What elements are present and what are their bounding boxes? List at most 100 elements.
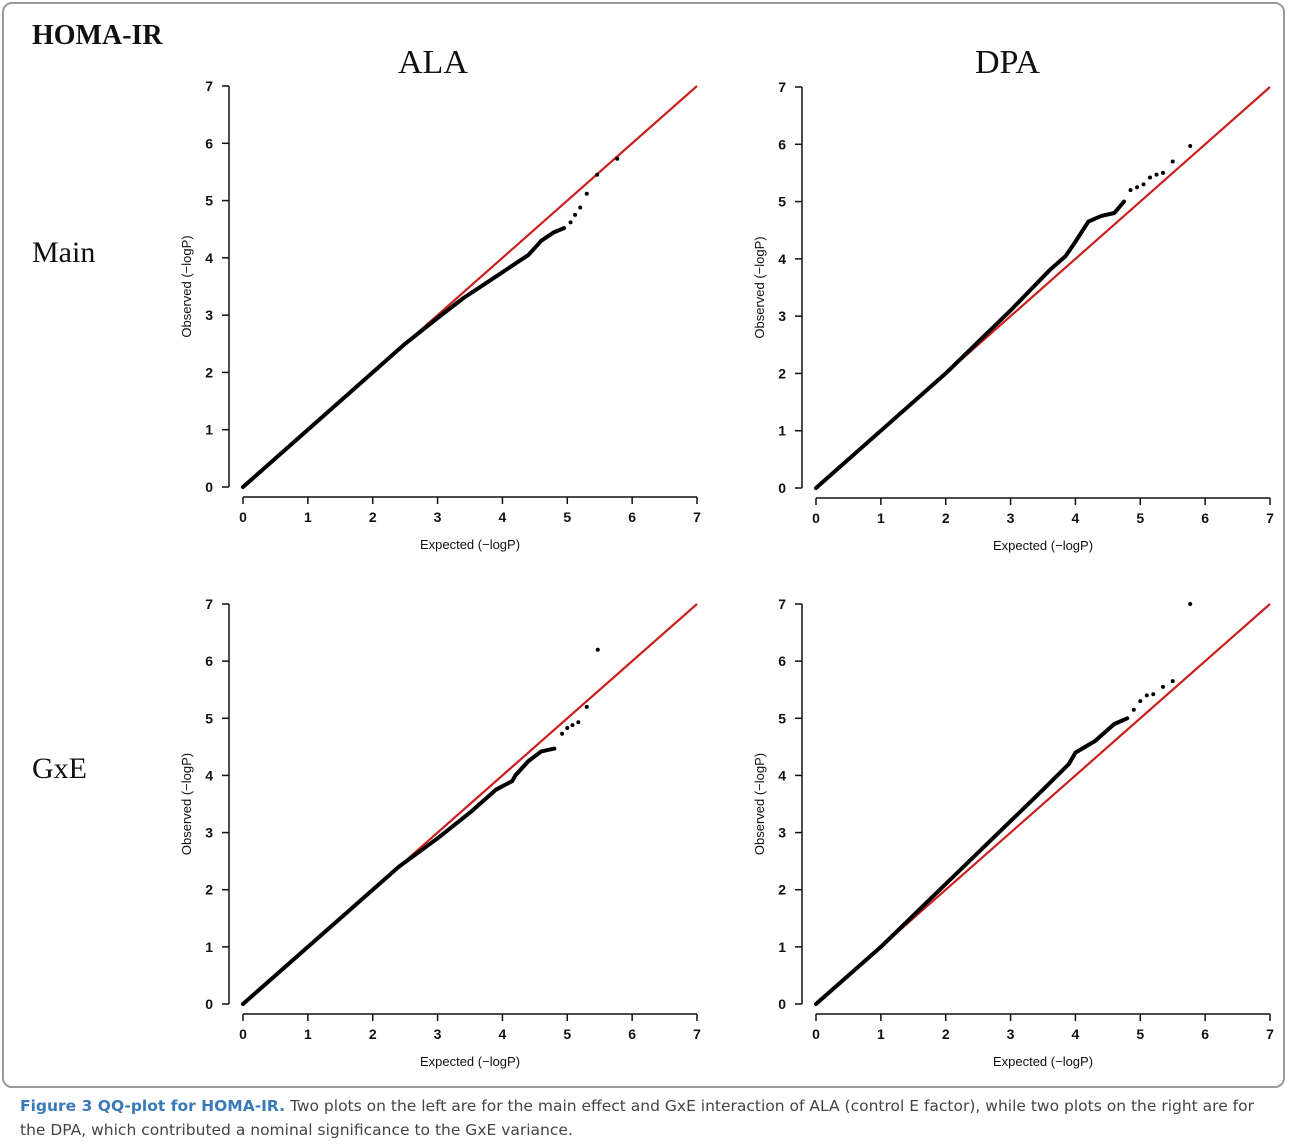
x-tick-label: 2 xyxy=(369,509,377,525)
x-tick-label: 2 xyxy=(369,1026,377,1042)
x-tick-label: 4 xyxy=(1072,510,1080,526)
x-tick-label: 1 xyxy=(304,509,312,525)
observed-point xyxy=(1135,185,1140,190)
x-tick-label: 0 xyxy=(812,510,820,526)
x-tick-label: 1 xyxy=(877,510,885,526)
column-title-ala: ALA xyxy=(398,44,468,81)
observed-point xyxy=(560,731,565,736)
y-tick-label: 6 xyxy=(205,135,213,151)
y-tick-label: 2 xyxy=(205,364,213,380)
observed-points-curve xyxy=(814,199,1127,490)
x-tick-label: 4 xyxy=(1072,1026,1080,1042)
observed-point xyxy=(1131,707,1136,712)
y-axis-label: Observed (−logP) xyxy=(752,753,767,855)
x-tick-label: 0 xyxy=(239,509,247,525)
qq-plots-canvas: 0 1 2 3 4 5 6 7 0 1 2 3 4 5 6 7 Expected (−logP) Observed… xyxy=(179,78,1274,1069)
y-tick-label: 7 xyxy=(205,78,213,94)
observed-point xyxy=(1188,144,1193,149)
x-tick-label: 4 xyxy=(499,1026,507,1042)
observed-points-curve xyxy=(241,226,566,489)
y-tick-label: 4 xyxy=(205,250,213,266)
observed-point xyxy=(615,156,620,161)
x-tick-label: 5 xyxy=(563,1026,571,1042)
y-axis-label: Observed (−logP) xyxy=(179,753,194,855)
observed-point xyxy=(1170,159,1175,164)
x-axis-label: Expected (−logP) xyxy=(993,1054,1093,1069)
qq-panel-1: 0 1 2 3 4 5 6 7 0 1 2 3 4 5 6 7 Expected (−logP) Observed… xyxy=(179,78,701,552)
y-tick-label: 2 xyxy=(205,882,213,898)
observed-point xyxy=(1128,188,1133,193)
y-tick-label: 0 xyxy=(205,996,213,1012)
y-tick-label: 1 xyxy=(778,423,786,439)
y-tick-label: 2 xyxy=(778,882,786,898)
observed-point xyxy=(573,212,578,217)
caption-lead: Figure 3 QQ-plot for HOMA-IR. xyxy=(20,1097,286,1115)
observed-point xyxy=(595,647,600,652)
observed-point xyxy=(1138,699,1143,704)
x-tick-label: 2 xyxy=(942,510,950,526)
y-tick-label: 3 xyxy=(205,307,213,323)
y-tick-label: 7 xyxy=(778,596,786,612)
row-title-gxe: GxE xyxy=(32,752,87,785)
observed-point xyxy=(1170,679,1175,684)
observed-point xyxy=(568,220,573,225)
figure-frame xyxy=(2,2,1285,1088)
y-tick-label: 5 xyxy=(205,193,213,209)
qq-panel-4: 0 1 2 3 4 5 6 7 0 1 2 3 4 5 6 7 Expected (−logP) Observed… xyxy=(752,596,1274,1069)
x-tick-label: 3 xyxy=(434,1026,442,1042)
y-tick-label: 0 xyxy=(778,480,786,496)
y-tick-label: 3 xyxy=(778,825,786,841)
y-tick-label: 1 xyxy=(205,422,213,438)
observed-point xyxy=(1148,175,1153,180)
x-tick-label: 1 xyxy=(877,1026,885,1042)
x-axis-label: Expected (−logP) xyxy=(420,537,520,552)
y-axis-label: Observed (−logP) xyxy=(752,236,767,338)
x-tick-label: 3 xyxy=(1007,510,1015,526)
row-title-main: Main xyxy=(32,236,96,269)
observed-point xyxy=(584,704,589,709)
y-tick-label: 0 xyxy=(778,996,786,1012)
y-tick-label: 6 xyxy=(778,136,786,152)
x-tick-label: 6 xyxy=(628,1026,636,1042)
observed-point xyxy=(1154,172,1159,177)
observed-point xyxy=(576,720,581,725)
x-tick-label: 7 xyxy=(693,509,701,525)
observed-point xyxy=(1160,170,1165,175)
y-tick-label: 3 xyxy=(205,825,213,841)
x-tick-label: 0 xyxy=(812,1026,820,1042)
observed-point xyxy=(578,205,583,210)
x-tick-label: 5 xyxy=(563,509,571,525)
x-tick-label: 7 xyxy=(1266,1026,1274,1042)
qq-panel-3: 0 1 2 3 4 5 6 7 0 1 2 3 4 5 6 7 Expected (−logP) Observed… xyxy=(179,596,701,1069)
x-tick-label: 3 xyxy=(434,509,442,525)
y-tick-label: 0 xyxy=(205,479,213,495)
x-tick-label: 6 xyxy=(1201,1026,1209,1042)
x-tick-label: 7 xyxy=(1266,510,1274,526)
observed-point xyxy=(595,172,600,177)
x-tick-label: 5 xyxy=(1136,1026,1144,1042)
observed-points-curve xyxy=(814,716,1130,1006)
y-tick-label: 6 xyxy=(205,653,213,669)
observed-point xyxy=(1188,602,1193,606)
x-tick-label: 2 xyxy=(942,1026,950,1042)
y-tick-label: 5 xyxy=(778,194,786,210)
x-tick-label: 1 xyxy=(304,1026,312,1042)
x-tick-label: 3 xyxy=(1007,1026,1015,1042)
y-tick-label: 6 xyxy=(778,653,786,669)
x-tick-label: 6 xyxy=(628,509,636,525)
y-axis-label: Observed (−logP) xyxy=(179,235,194,337)
y-tick-label: 1 xyxy=(778,939,786,955)
observed-point xyxy=(565,726,570,730)
y-tick-label: 5 xyxy=(778,710,786,726)
x-tick-label: 7 xyxy=(693,1026,701,1042)
y-tick-label: 4 xyxy=(205,767,213,783)
observed-points-curve xyxy=(241,746,557,1006)
observed-point xyxy=(1144,693,1149,698)
y-tick-label: 7 xyxy=(205,596,213,612)
observed-point xyxy=(1141,182,1146,187)
y-tick-label: 3 xyxy=(778,308,786,324)
x-tick-label: 0 xyxy=(239,1026,247,1042)
observed-point xyxy=(570,723,575,728)
x-tick-label: 4 xyxy=(499,509,507,525)
caption-body: Two plots on the left are for the main e… xyxy=(20,1097,1254,1139)
